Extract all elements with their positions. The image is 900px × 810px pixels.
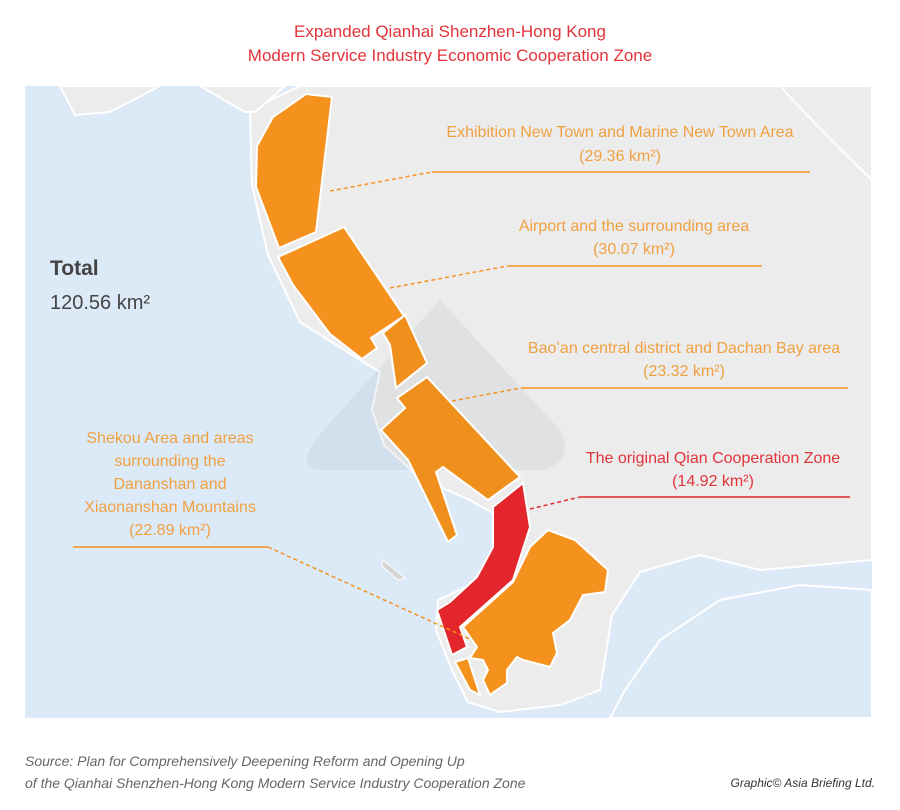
- label-baoan-area: (23.32 km²): [643, 363, 725, 380]
- zone-baoan-small[interactable]: [381, 313, 429, 390]
- leader-exhibition-dashed: [329, 171, 433, 192]
- source-line-1: Source: Plan for Comprehensively Deepeni…: [25, 753, 465, 769]
- map-title: Expanded Qianhai Shenzhen-Hong Kong Mode…: [0, 20, 900, 68]
- land-top-left: [58, 86, 161, 117]
- label-shekou-line-3: Dananshan and: [114, 476, 227, 493]
- label-shekou-line-1: Shekou Area and areas: [86, 430, 253, 447]
- label-shekou-line-4: Xiaonanshan Mountains: [84, 499, 256, 516]
- land-top-strip: [198, 86, 287, 113]
- zone-exhibition[interactable]: [254, 92, 334, 250]
- label-shekou-line-2: surrounding the: [114, 453, 225, 470]
- source-note: Source: Plan for Comprehensively Deepeni…: [25, 750, 525, 794]
- watermark-logo-icon: [307, 300, 565, 470]
- water-bay-right: [608, 583, 872, 718]
- leader-shekou-dashed: [267, 546, 473, 641]
- leader-baoan-dashed: [451, 387, 522, 402]
- graphic-credit: Graphic© Asia Briefing Ltd.: [730, 776, 875, 790]
- label-airport-name: Airport and the surrounding area: [519, 218, 749, 235]
- title-line-1: Expanded Qianhai Shenzhen-Hong Kong: [294, 22, 606, 41]
- leader-qian-dashed: [529, 496, 581, 510]
- title-line-2: Modern Service Industry Economic Coopera…: [247, 46, 653, 65]
- label-qian-name: The original Qian Cooperation Zone: [586, 450, 840, 467]
- label-shekou-area: (22.89 km²): [129, 522, 211, 539]
- label-qian-area: (14.92 km²): [672, 473, 754, 490]
- leader-airport-dashed: [389, 265, 508, 289]
- island: [381, 559, 407, 581]
- zone-shekou-tip[interactable]: [453, 656, 482, 697]
- label-airport-area: (30.07 km²): [593, 241, 675, 258]
- zone-shekou[interactable]: [461, 528, 610, 697]
- zone-original-qianhai[interactable]: [435, 481, 532, 657]
- road-line: [779, 86, 872, 181]
- total-label: Total: [50, 257, 99, 280]
- label-exhibition-name: Exhibition New Town and Marine New Town …: [446, 124, 793, 141]
- label-exhibition-area: (29.36 km²): [579, 148, 661, 165]
- label-baoan-name: Bao’an central district and Dachan Bay a…: [528, 340, 840, 357]
- source-line-2: of the Qianhai Shenzhen-Hong Kong Modern…: [25, 775, 526, 791]
- land-mainland: [248, 86, 872, 714]
- zone-airport[interactable]: [276, 225, 406, 361]
- zone-baoan[interactable]: [379, 375, 522, 544]
- total-value: 120.56 km²: [50, 292, 150, 314]
